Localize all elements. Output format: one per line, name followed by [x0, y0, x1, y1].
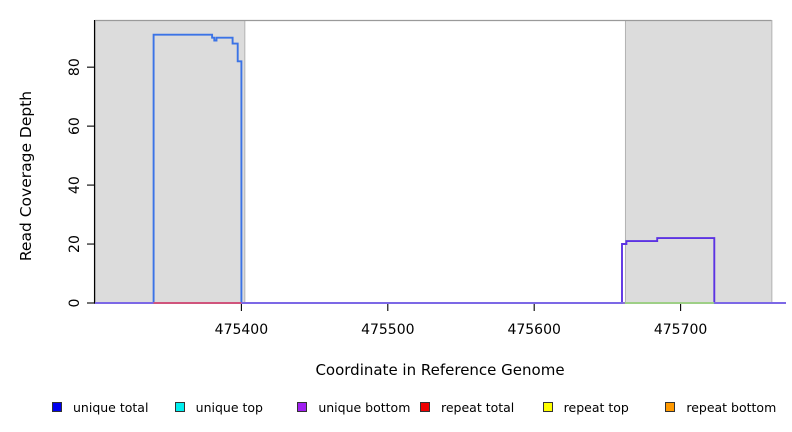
legend-swatch-icon	[542, 402, 553, 412]
y-tick-label-40: 40	[67, 176, 83, 194]
legend-swatch-icon	[297, 402, 308, 412]
legend-swatch-icon	[174, 402, 185, 412]
y-tick-label-60: 60	[67, 117, 83, 135]
legend-item-unique-top: unique top	[174, 399, 298, 415]
y-axis-title: Read Coverage Depth	[17, 91, 35, 261]
y-axis-ticks: 0 20 40 60 80	[67, 58, 95, 307]
series-line-unique-total	[95, 33, 786, 304]
shaded-region-2	[624, 20, 773, 304]
legend-item-unique-total: unique total	[52, 400, 175, 415]
legend-item-label: repeat bottom	[686, 399, 777, 415]
y-tick-label-80: 80	[67, 58, 83, 76]
x-tick-label-475500: 475500	[361, 322, 414, 338]
legend-item-repeat-bottom: repeat bottom	[665, 400, 788, 415]
legend-item-repeat-top: repeat top	[542, 399, 666, 415]
y-tick-label-20: 20	[67, 235, 83, 253]
x-axis-title: Coordinate in Reference Genome	[315, 361, 564, 379]
legend-item-label: repeat total	[440, 399, 515, 415]
legend-item-repeat-total: repeat total	[419, 399, 543, 415]
shaded-region-1	[95, 20, 246, 304]
legend-swatch-icon	[52, 402, 62, 412]
x-tick-label-475700: 475700	[654, 322, 707, 338]
shaded-bands	[95, 20, 773, 304]
legend-item-label: repeat top	[563, 399, 629, 415]
legend-item-unique-bottom: unique bottom	[297, 400, 420, 415]
legend-swatch-icon	[665, 402, 676, 412]
x-tick-label-475400: 475400	[215, 322, 268, 338]
legend-item-label: unique bottom	[318, 399, 411, 415]
legend: unique total unique top unique bottom repea…	[52, 394, 788, 420]
series-line-unique-bottom	[95, 237, 786, 304]
x-axis-ticks: 475400 475500 475600 475700	[215, 304, 707, 338]
legend-item-label: unique top	[195, 399, 263, 415]
legend-item-label: unique total	[73, 399, 149, 415]
x-tick-label-475600: 475600	[507, 322, 560, 338]
legend-swatch-icon	[419, 402, 430, 412]
y-tick-label-0: 0	[67, 299, 83, 308]
